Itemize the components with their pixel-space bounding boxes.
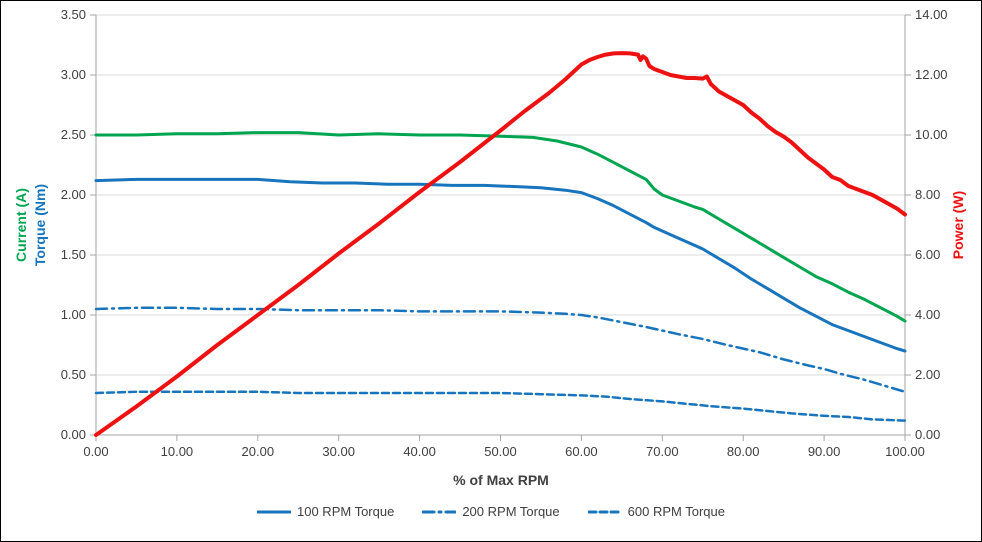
- tick-label: 1.00: [61, 307, 86, 322]
- tick-label: 70.00: [646, 444, 679, 459]
- tick-label: 40.00: [403, 444, 436, 459]
- tick-label: 0.50: [61, 367, 86, 382]
- tick-label: 6.00: [915, 247, 940, 262]
- tick-label: 0.00: [915, 427, 940, 442]
- legend-line-dashdot-icon: [422, 510, 457, 513]
- y-axis-title-torque: Torque (Nm): [32, 183, 48, 267]
- legend-item-200-rpm: 200 RPM Torque: [422, 504, 560, 519]
- legend: 100 RPM Torque 200 RPM Torque 600 RPM To…: [1, 504, 981, 519]
- series-torque-100-rpm: [94, 177, 907, 353]
- tick-label: 3.00: [61, 67, 86, 82]
- legend-line-solid-icon: [257, 510, 291, 513]
- y-axis-title-power: Power (W): [950, 190, 966, 260]
- tick-label: 12.00: [915, 67, 948, 82]
- tick-label: 20.00: [242, 444, 275, 459]
- tick-label: 8.00: [915, 187, 940, 202]
- series-power: [94, 51, 907, 437]
- series-torque-600-rpm: [94, 390, 907, 422]
- tick-label: 2.00: [61, 187, 86, 202]
- tick-label: 2.50: [61, 127, 86, 142]
- tick-label: 50.00: [484, 444, 517, 459]
- tick-label: 30.00: [322, 444, 355, 459]
- x-axis-title: % of Max RPM: [453, 472, 549, 488]
- y-axis-title-current: Current (A): [13, 188, 29, 262]
- tick-label: 4.00: [915, 307, 940, 322]
- legend-line-dashed-icon: [587, 510, 622, 513]
- tick-label: 10.00: [161, 444, 194, 459]
- tick-label: 3.50: [61, 7, 86, 22]
- tick-label: 14.00: [915, 7, 948, 22]
- tick-label: 90.00: [808, 444, 841, 459]
- legend-item-100-rpm: 100 RPM Torque: [257, 504, 394, 519]
- legend-label-100-rpm: 100 RPM Torque: [297, 504, 395, 519]
- tick-label: 100.00: [885, 444, 925, 459]
- tick-label: 80.00: [727, 444, 760, 459]
- tick-label: 1.50: [61, 247, 86, 262]
- tick-label: 2.00: [915, 367, 940, 382]
- series-current: [94, 131, 907, 323]
- tick-label: 0.00: [61, 427, 86, 442]
- tick-label: 60.00: [565, 444, 598, 459]
- legend-label-600-rpm: 600 RPM Torque: [627, 504, 725, 519]
- legend-item-600-rpm: 600 RPM Torque: [587, 504, 725, 519]
- legend-label-200-rpm: 200 RPM Torque: [462, 504, 560, 519]
- tick-label: 10.00: [915, 127, 948, 142]
- tick-label: 0.00: [83, 444, 108, 459]
- series-torque-200-rpm: [94, 306, 907, 394]
